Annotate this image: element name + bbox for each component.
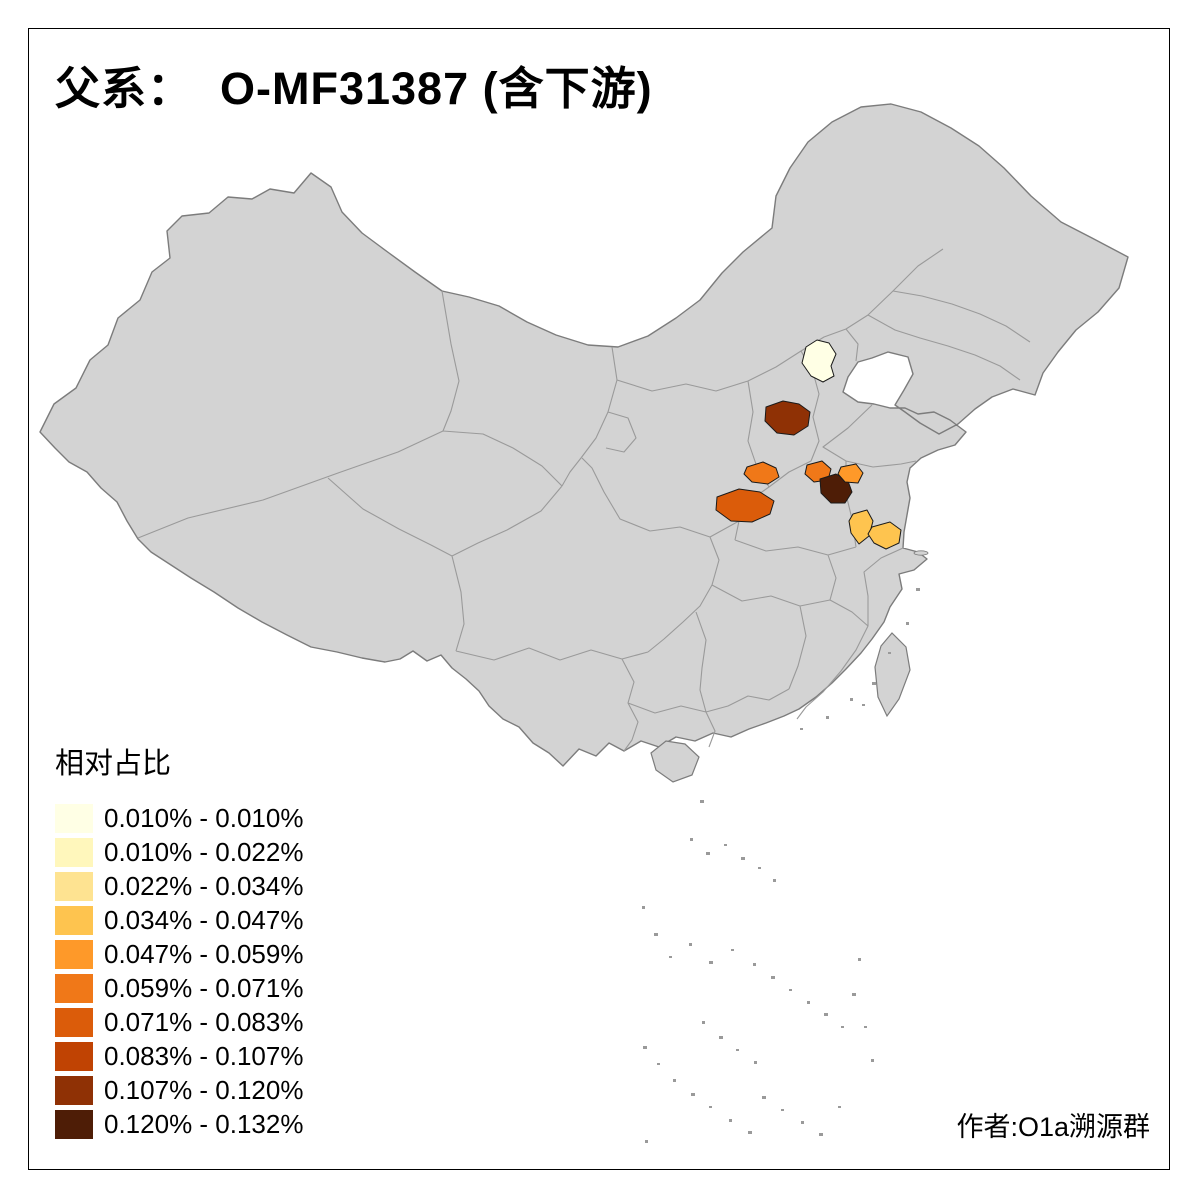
legend-label: 0.107% - 0.120% <box>104 1075 304 1105</box>
highlighted-region-9 <box>867 521 902 550</box>
legend-row: 0.107% - 0.120% <box>55 1076 303 1105</box>
legend-swatch <box>55 1008 93 1037</box>
legend-row: 0.010% - 0.010% <box>55 804 303 833</box>
legend-label: 0.047% - 0.059% <box>104 939 304 969</box>
legend-swatch <box>55 1042 93 1071</box>
legend-swatch <box>55 974 93 1003</box>
legend-row: 0.071% - 0.083% <box>55 1008 303 1037</box>
legend-swatch <box>55 804 93 833</box>
legend-label: 0.010% - 0.022% <box>104 837 304 867</box>
legend-label: 0.034% - 0.047% <box>104 905 304 935</box>
legend-label: 0.071% - 0.083% <box>104 1007 304 1037</box>
mainland-shape <box>39 103 1129 767</box>
legend-swatch <box>55 838 93 867</box>
chongming-island <box>913 550 929 556</box>
attribution: 作者:O1a溯源群 <box>956 1112 1150 1142</box>
legend-swatch <box>55 906 93 935</box>
legend: 相对占比 0.010% - 0.010% 0.010% - 0.022% 0.0… <box>55 740 303 1144</box>
highlighted-region-4 <box>715 488 775 523</box>
legend-row: 0.120% - 0.132% <box>55 1110 303 1139</box>
highlighted-region-2 <box>764 400 811 436</box>
legend-row: 0.047% - 0.059% <box>55 940 303 969</box>
highlighted-region-7 <box>837 463 864 484</box>
highlighted-regions <box>715 339 902 550</box>
legend-swatch <box>55 940 93 969</box>
legend-row: 0.059% - 0.071% <box>55 974 303 1003</box>
figure-title: 父系： O-MF31387 (含下游) <box>55 63 653 114</box>
legend-row: 0.010% - 0.022% <box>55 838 303 867</box>
legend-label: 0.059% - 0.071% <box>104 973 304 1003</box>
legend-label: 0.083% - 0.107% <box>104 1041 304 1071</box>
highlighted-region-3 <box>743 461 780 485</box>
legend-swatch <box>55 872 93 901</box>
legend-label: 0.022% - 0.034% <box>104 871 304 901</box>
legend-label: 0.120% - 0.132% <box>104 1109 304 1139</box>
highlighted-region-1 <box>801 339 837 383</box>
taiwan-island <box>874 632 911 718</box>
hainan-island <box>650 740 700 783</box>
legend-row: 0.022% - 0.034% <box>55 872 303 901</box>
legend-title: 相对占比 <box>55 748 172 780</box>
legend-label: 0.010% - 0.010% <box>104 803 304 833</box>
legend-swatch <box>55 1110 93 1139</box>
province-borders <box>137 248 1031 752</box>
legend-row: 0.083% - 0.107% <box>55 1042 303 1071</box>
legend-row: 0.034% - 0.047% <box>55 906 303 935</box>
highlighted-region-8 <box>848 509 874 545</box>
legend-swatch <box>55 1076 93 1105</box>
